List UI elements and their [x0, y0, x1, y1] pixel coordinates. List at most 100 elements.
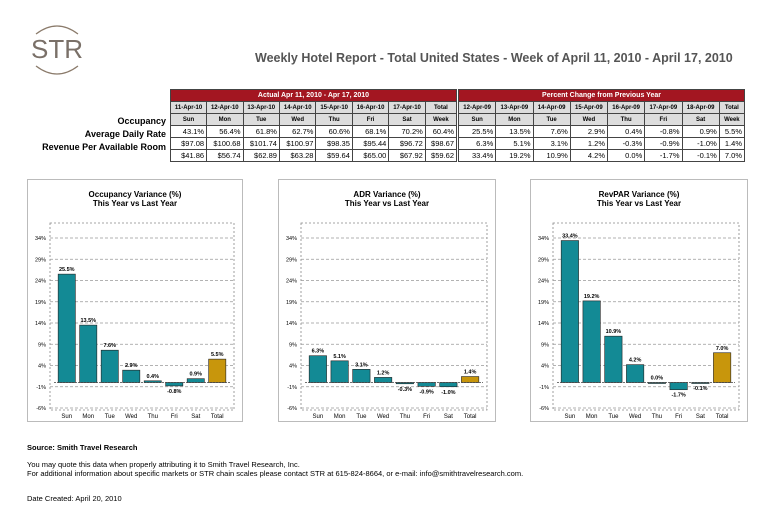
bar-mon [582, 300, 601, 383]
date-header: 11-Apr-10 [169, 101, 208, 114]
day-header: Sun [457, 113, 497, 126]
table-cell: $100.68 [206, 137, 244, 150]
data-label: 0.4% [146, 374, 159, 380]
table-header: Actual Apr 11, 2010 - Apr 17, 2010 [170, 89, 457, 102]
y-tick-label: -6% [36, 406, 46, 412]
day-header: Week [424, 113, 458, 126]
x-tick-label: Sat [444, 414, 453, 420]
data-label: 10.9% [606, 329, 622, 335]
y-tick-label: 24% [538, 279, 549, 285]
x-tick-label: Mon [586, 414, 598, 420]
table-cell: 61.8% [242, 125, 280, 138]
bar-thu [143, 380, 162, 383]
table-row: 25.5% 13.5% 7.6% 2.9% 0.4% -0.8% 0.9% 5.5% [457, 125, 746, 138]
str-logo: STR [22, 22, 92, 78]
table-cell: 10.9% [532, 149, 571, 162]
bar-sat [186, 378, 205, 383]
source: Source: Smith Travel Research [27, 443, 138, 452]
bar-total [208, 358, 227, 383]
x-tick-label: Wed [125, 414, 137, 420]
table-cell: $101.74 [242, 137, 280, 150]
y-tick-label: 34% [35, 236, 46, 242]
x-tick-label: Fri [423, 414, 430, 420]
x-tick-label: Sat [191, 414, 200, 420]
table-cell: 2.9% [569, 125, 609, 138]
table-cell: 0.4% [606, 125, 646, 138]
bar-total [713, 352, 732, 383]
day-header: Sat [388, 113, 426, 126]
data-label: -1.7% [671, 393, 685, 399]
table-cell: 5.1% [495, 137, 534, 150]
table-cell: $65.00 [351, 149, 390, 162]
table-cell: -1.7% [644, 149, 683, 162]
table-cell: 1.4% [718, 137, 746, 150]
y-tick-label: -6% [287, 406, 297, 412]
day-header: Thu [315, 113, 353, 126]
table-cell: 6.3% [457, 137, 497, 150]
table-cell: 43.1% [169, 125, 208, 138]
y-tick-label: -6% [539, 406, 549, 412]
table-row: $97.08 $100.68 $101.74 $100.97 $98.35 $95.44 $… [169, 137, 458, 150]
bar-wed [626, 364, 645, 383]
bar-fri [417, 382, 436, 387]
table-cell: 62.7% [278, 125, 317, 138]
bar-total [461, 376, 480, 383]
bar-wed [122, 369, 141, 383]
chart-title: RevPAR Variance (%) [598, 190, 680, 199]
table-cell: 1.2% [569, 137, 609, 150]
table-cell: $95.44 [351, 137, 390, 150]
y-tick-label: 14% [286, 321, 297, 327]
bar-tue [604, 335, 623, 383]
bar-sun [57, 273, 76, 383]
data-label: -0.9% [419, 389, 433, 395]
y-tick-label: 29% [538, 257, 549, 263]
x-tick-label: Wed [377, 414, 389, 420]
quote-note: You may quote this data when properly at… [27, 460, 300, 469]
table-cell: 7.0% [718, 149, 746, 162]
table-cell: -1.0% [681, 137, 720, 150]
date-header: Total [718, 101, 746, 114]
revpar-chart-panel: RevPAR Variance (%) This Year vs Last Yea… [530, 179, 748, 422]
day-header: Tue [242, 113, 280, 126]
table-cell: 7.6% [532, 125, 571, 138]
percent-change-table: Percent Change from Previous Year 12-Apr-… [457, 89, 746, 162]
bar-fri [165, 382, 184, 387]
plot-area [552, 222, 740, 411]
logo-text: STR [31, 34, 83, 64]
chart-subtitle: This Year vs Last Year [344, 199, 430, 208]
x-tick-label: Tue [105, 414, 116, 420]
x-tick-label: Total [211, 414, 224, 420]
plot-area [300, 222, 488, 411]
data-label: 6.3% [312, 349, 325, 355]
day-header: Fri [644, 113, 683, 126]
table-cell: 13.5% [495, 125, 534, 138]
data-label: 1.4% [464, 370, 477, 376]
adr-chart-panel: ADR Variance (%) This Year vs Last Year 3… [278, 179, 496, 422]
table-cell: 19.2% [495, 149, 534, 162]
bar-sun [308, 355, 327, 383]
table-cell: $56.74 [206, 149, 244, 162]
y-tick-label: 19% [538, 300, 549, 306]
chart-subtitle: This Year vs Last Year [92, 199, 178, 208]
y-tick-label: 29% [286, 257, 297, 263]
chart-title: ADR Variance (%) [353, 190, 421, 199]
y-tick-label: 34% [538, 236, 549, 242]
table-cell: 4.2% [569, 149, 609, 162]
table-cell: $98.67 [424, 137, 458, 150]
date-header: 17-Apr-09 [644, 101, 683, 114]
x-tick-label: Mon [82, 414, 94, 420]
data-label: 13.5% [80, 318, 96, 324]
row-label-revpar: Revenue Per Available Room [42, 142, 166, 152]
x-tick-label: Total [716, 414, 729, 420]
row-label-adr: Average Daily Rate [84, 129, 166, 139]
table-cell: $67.92 [388, 149, 426, 162]
day-header: Mon [206, 113, 244, 126]
chart-title: Occupancy Variance (%) [88, 190, 182, 199]
table-cell: $96.72 [388, 137, 426, 150]
table-cell: -0.8% [644, 125, 683, 138]
data-label: 7.0% [716, 346, 729, 352]
y-tick-label: 14% [35, 321, 46, 327]
data-label: 7.6% [103, 343, 116, 349]
date-header: 13-Apr-09 [495, 101, 534, 114]
x-tick-label: Mon [334, 414, 346, 420]
